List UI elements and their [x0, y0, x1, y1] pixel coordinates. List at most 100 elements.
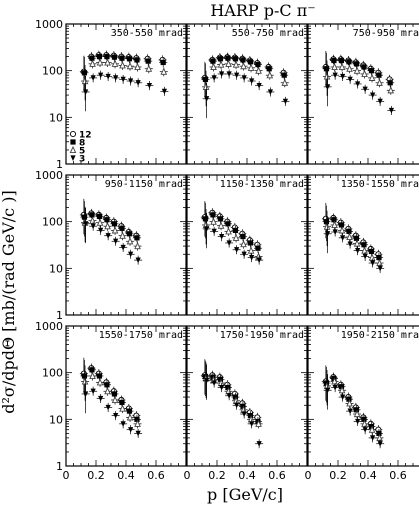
data-point [105, 404, 111, 411]
data-point [266, 71, 274, 79]
data-point [361, 64, 367, 70]
data-point [126, 62, 134, 70]
data-point [96, 54, 103, 60]
data-point [281, 78, 289, 86]
data-point [146, 82, 152, 89]
data-point [332, 229, 338, 236]
data-point [98, 72, 104, 79]
data-point [331, 62, 338, 71]
data-point [241, 251, 247, 258]
data-point [368, 253, 376, 261]
data-point [234, 402, 240, 409]
data-point [347, 408, 353, 415]
data-point [255, 245, 261, 251]
data-point [104, 382, 110, 388]
data-point [217, 60, 225, 68]
x-tick-label: 0.6 [268, 469, 286, 482]
data-point [282, 98, 288, 105]
data-point [210, 62, 217, 71]
data-point [120, 76, 126, 83]
panel-frame [186, 325, 308, 467]
panel-4: 1 10 100 1000 950-1150 mrad [35, 169, 187, 322]
data-point [347, 76, 353, 83]
y-tick-label: 1000 [35, 169, 63, 182]
data-point [119, 404, 126, 412]
y-tick-label: 100 [42, 216, 63, 229]
data-point [281, 72, 287, 78]
data-point [338, 386, 346, 394]
x-tick-label: 0.2 [208, 469, 226, 482]
data-point [387, 86, 395, 94]
series-8 [322, 205, 383, 263]
data-point [128, 78, 134, 85]
data-point [255, 66, 262, 74]
series-3 [81, 377, 143, 438]
data-point [81, 76, 89, 85]
chart-title: HARP p-C π⁻ [210, 1, 315, 20]
data-point [219, 71, 225, 77]
data-point [96, 218, 104, 226]
y-tick-label: 1 [56, 309, 63, 322]
data-point [370, 92, 376, 99]
series-8 [201, 360, 262, 426]
y-tick-label: 10 [49, 111, 63, 124]
data-point [353, 407, 360, 413]
data-point [256, 441, 262, 447]
data-point [353, 66, 361, 74]
data-point [376, 72, 382, 78]
data-point [111, 54, 118, 60]
panel-3: 750-950 mrad [307, 23, 419, 165]
x-tick-label: 0.4 [359, 469, 377, 482]
x-tick-label: 0.4 [238, 469, 256, 482]
data-point [388, 107, 394, 114]
data-point [104, 222, 111, 230]
data-point [362, 253, 368, 260]
data-point [204, 377, 210, 384]
data-point [368, 248, 375, 255]
data-point [323, 72, 331, 80]
data-point [338, 222, 345, 228]
data-point [134, 235, 140, 241]
data-point [225, 384, 231, 391]
data-point [134, 62, 141, 71]
data-point [331, 377, 338, 385]
data-point [249, 254, 255, 261]
data-point [81, 377, 89, 385]
data-point [377, 265, 383, 272]
data-point [267, 89, 273, 95]
data-point [160, 59, 166, 66]
data-point [111, 59, 119, 67]
data-point [376, 78, 383, 86]
series-8 [80, 52, 168, 93]
panel-label: 750-950 mrad [353, 28, 419, 39]
panel-label: 1350-1550 mrad [341, 179, 419, 190]
legend-label: 8 [79, 139, 85, 149]
data-point [226, 71, 232, 77]
data-point [332, 384, 338, 391]
data-point [331, 220, 338, 229]
data-point [98, 395, 104, 402]
legend-label: 3 [79, 155, 85, 165]
y-tick-label: 10 [49, 413, 63, 426]
data-point [104, 58, 111, 66]
data-point [376, 430, 382, 436]
data-point [96, 373, 103, 379]
data-point [96, 58, 104, 66]
data-point [120, 244, 126, 251]
panel-7: 1 10 100 1000 0 0.2 0.4 0.6 1550-1750 mrad [35, 320, 187, 482]
data-point [89, 212, 95, 218]
legend-label: 5 [79, 147, 85, 157]
series-5 [81, 57, 168, 101]
data-point [219, 384, 225, 391]
data-point [240, 62, 247, 70]
data-point [89, 367, 95, 373]
data-point [89, 371, 96, 380]
data-point [377, 441, 383, 447]
data-point [249, 78, 255, 85]
data-point [331, 217, 337, 223]
data-point [368, 425, 376, 433]
data-point [255, 419, 262, 427]
data-point [126, 237, 134, 245]
data-point [362, 427, 368, 433]
data-point [323, 66, 330, 72]
